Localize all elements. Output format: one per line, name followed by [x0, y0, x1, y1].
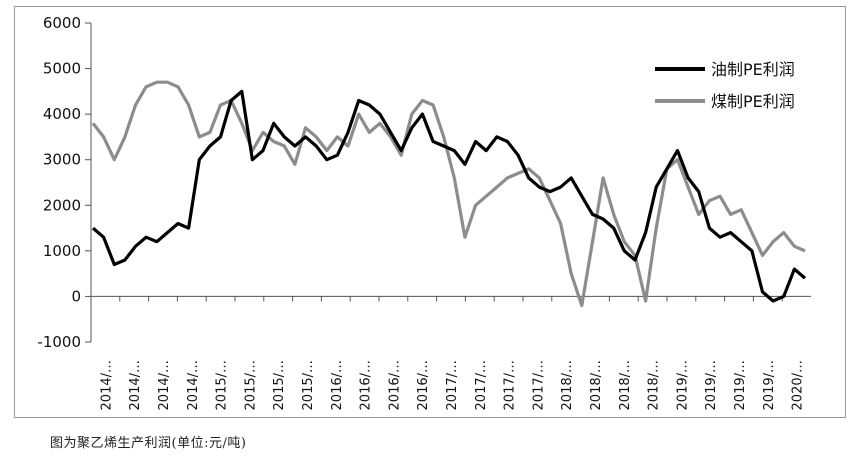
x-tick-label: 2018/… — [589, 360, 604, 410]
x-tick-label: 2017/… — [503, 360, 518, 410]
x-tick-label: 2014/… — [128, 360, 143, 410]
legend-label: 油制PE利润 — [711, 60, 795, 79]
x-tick-label: 2019/… — [733, 360, 748, 410]
y-tick-label: 0 — [71, 287, 81, 305]
x-tick-label: 2018/… — [560, 360, 575, 410]
x-tick-label: 2015/… — [243, 360, 258, 410]
legend-label: 煤制PE利润 — [711, 92, 795, 111]
figure-caption: 图为聚乙烯生产利润(单位:元/吨) — [50, 436, 247, 451]
x-tick-label: 2015/… — [215, 360, 230, 410]
y-tick-label: -1000 — [37, 333, 81, 351]
y-tick-label: 5000 — [43, 60, 81, 78]
y-tick-label: 4000 — [43, 105, 81, 123]
y-tick-label: 6000 — [43, 14, 81, 32]
x-tick-label: 2015/… — [301, 360, 316, 410]
x-tick-label: 2020/… — [791, 360, 806, 410]
x-tick-label: 2019/… — [762, 360, 777, 410]
x-tick-label: 2018/… — [618, 360, 633, 410]
x-tick-label: 2017/… — [445, 360, 460, 410]
x-tick-label: 2016/… — [330, 360, 345, 410]
x-tick-label: 2018/… — [647, 360, 662, 410]
x-tick-label: 2017/… — [474, 360, 489, 410]
y-tick-label: 2000 — [43, 196, 81, 214]
x-tick-label: 2016/… — [387, 360, 402, 410]
x-tick-label: 2016/… — [416, 360, 431, 410]
chart-frame: 6000 5000 4000 3000 2000 1000 0 -1000 2014/… 2014… — [14, 6, 846, 418]
series-line-coal-pe — [91, 80, 806, 308]
x-tick-label: 2014/… — [186, 360, 201, 410]
y-tick-label: 3000 — [43, 151, 81, 169]
x-tick-label: 2014/… — [157, 360, 172, 410]
x-tick-label: 2016/… — [359, 360, 374, 410]
y-tick-label: 1000 — [43, 242, 81, 260]
series-line-oil-pe — [91, 89, 807, 303]
x-tick-label: 2014/… — [99, 360, 114, 410]
x-tick-label: 2019/… — [704, 360, 719, 410]
x-tick-label: 2019/… — [675, 360, 690, 410]
line-chart: 6000 5000 4000 3000 2000 1000 0 -1000 2014/… 2014… — [37, 14, 811, 410]
x-tick-label: 2017/… — [531, 360, 546, 410]
x-tick-label: 2015/… — [272, 360, 287, 410]
